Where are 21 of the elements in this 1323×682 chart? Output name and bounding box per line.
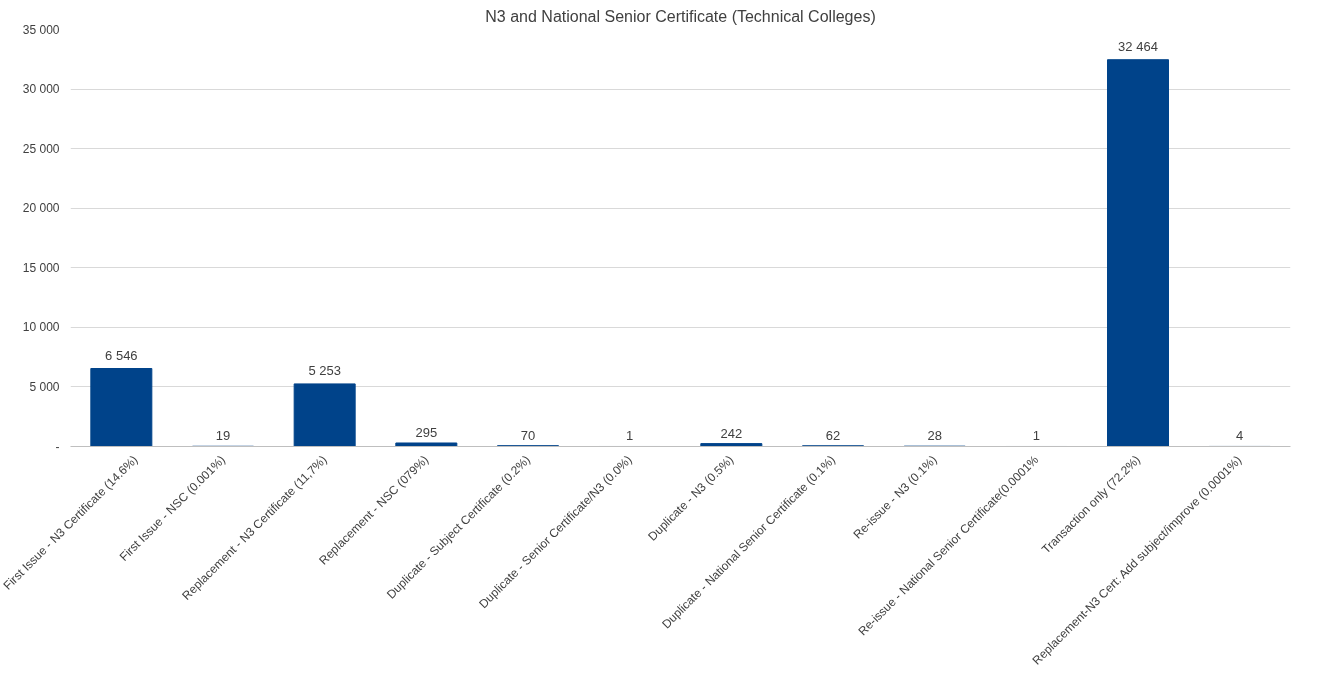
data-label: 70 — [520, 427, 536, 443]
data-label: 6 546 — [105, 347, 138, 363]
data-label: 32 464 — [1118, 38, 1158, 54]
y-tick-label: 25 000 — [22, 141, 60, 156]
data-label: 242 — [720, 425, 743, 441]
y-tick-label: 15 000 — [22, 260, 60, 275]
y-tick-label: 35 000 — [22, 22, 60, 37]
data-label: 5 253 — [308, 362, 341, 378]
chart-title: N3 and National Senior Certificate (Technical Colleges) — [485, 7, 876, 25]
data-label: 1 — [1032, 428, 1040, 444]
y-tick-label: 10 000 — [22, 320, 60, 335]
data-label: 28 — [927, 428, 942, 444]
data-label: 4 — [1236, 428, 1244, 444]
y-tick-label: 5 000 — [29, 379, 60, 394]
data-label: 295 — [415, 424, 438, 440]
y-tick-label: 20 000 — [22, 201, 60, 216]
data-label: 19 — [215, 428, 231, 444]
y-tick-label: - — [55, 439, 60, 454]
data-label: 1 — [626, 428, 634, 444]
y-tick-label: 30 000 — [22, 82, 60, 97]
data-label: 62 — [825, 427, 841, 443]
